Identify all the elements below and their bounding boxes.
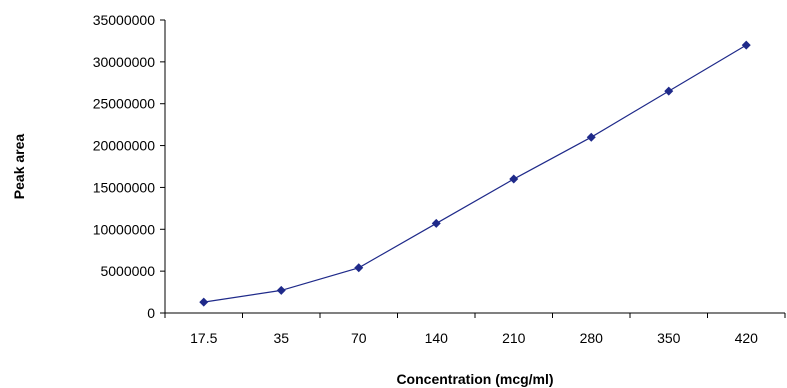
y-tick-label: 10000000 [93, 221, 156, 237]
x-tick-label: 210 [502, 330, 526, 346]
x-tick-label: 350 [657, 330, 681, 346]
data-point-marker [354, 263, 364, 273]
series-line [203, 44, 747, 303]
x-tick-label: 140 [425, 330, 449, 346]
axes [164, 20, 785, 314]
x-tick-label: 70 [351, 330, 367, 346]
y-axis-ticks: 0 5000000 10000000 15000000 20000000 25000000… [93, 12, 165, 321]
y-tick-label: 25000000 [93, 96, 156, 112]
x-tick-label: 35 [273, 330, 289, 346]
y-tick-label: 20000000 [93, 138, 156, 154]
x-axis-title: Concentration (mcg/ml) [396, 371, 553, 387]
x-tick-label: 17.5 [190, 330, 217, 346]
y-tick-label: 0 [147, 305, 155, 321]
y-axis-title: Peak area [11, 134, 27, 200]
data-point-marker [741, 40, 751, 50]
y-tick-label: 35000000 [93, 12, 156, 28]
data-point-marker [276, 285, 286, 295]
x-axis-ticks: 17.5 35 70 140 210 280 350 420 [164, 313, 786, 346]
data-point-marker [664, 86, 674, 96]
data-point-marker [586, 132, 596, 142]
y-tick-label: 30000000 [93, 54, 156, 70]
y-tick-label: 15000000 [93, 179, 156, 195]
data-point-marker [431, 218, 441, 228]
data-point-marker [509, 174, 519, 184]
y-tick-label: 5000000 [100, 263, 155, 279]
series-layer [199, 40, 751, 307]
x-tick-label: 280 [580, 330, 604, 346]
data-point-marker [199, 297, 209, 307]
x-tick-label: 420 [735, 330, 759, 346]
